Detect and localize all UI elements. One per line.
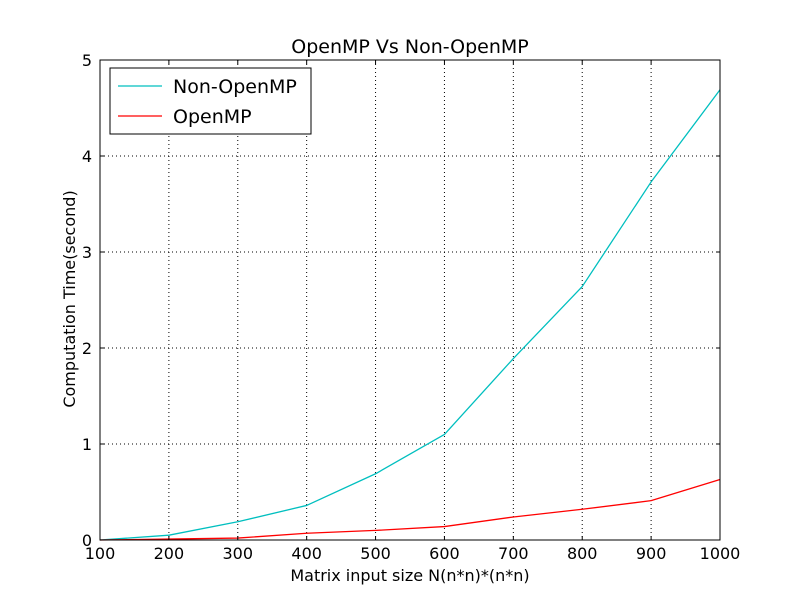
y-tick-label: 1: [82, 435, 92, 454]
y-tick-label: 2: [82, 339, 92, 358]
series-line-openmp: [99, 478, 721, 541]
axis-ticks: [99, 59, 721, 541]
y-tick-label: 4: [82, 147, 92, 166]
x-tick-label: 500: [360, 544, 391, 563]
plot-area: [100, 60, 720, 540]
plot-frame: [99, 59, 721, 541]
x-axis-label: Matrix input size N(n*n)*(n*n): [290, 566, 529, 585]
y-axis-label: Computation Time(second): [60, 190, 79, 407]
x-tick-label: 100: [85, 544, 116, 563]
y-tick-label: 3: [82, 243, 92, 262]
chart-title: OpenMP Vs Non-OpenMP: [291, 36, 528, 58]
x-tick-label: 700: [498, 544, 529, 563]
y-tick-label: 5: [82, 51, 92, 70]
legend-entries: Non-OpenMP OpenMP: [118, 76, 297, 128]
x-tick-label: 1000: [700, 544, 741, 563]
x-tick-label: 600: [429, 544, 460, 563]
series-lines: [99, 89, 721, 541]
y-tick-label: 0: [82, 531, 92, 550]
x-tick-label: 900: [636, 544, 667, 563]
tick-labels: 100 200 300 400 500 600 700 800 900 1000 0 1 2 3 4 5: [82, 51, 741, 563]
x-tick-label: 300: [223, 544, 254, 563]
x-tick-label: 800: [567, 544, 598, 563]
grid-lines: [100, 60, 720, 540]
series-line-non-openmp: [99, 89, 721, 541]
legend-label: OpenMP: [173, 106, 252, 128]
legend-box: [109, 67, 312, 135]
legend: Non-OpenMP OpenMP: [109, 67, 312, 135]
legend-label: Non-OpenMP: [173, 76, 297, 98]
x-tick-label: 400: [291, 544, 322, 563]
x-tick-label: 200: [154, 544, 185, 563]
